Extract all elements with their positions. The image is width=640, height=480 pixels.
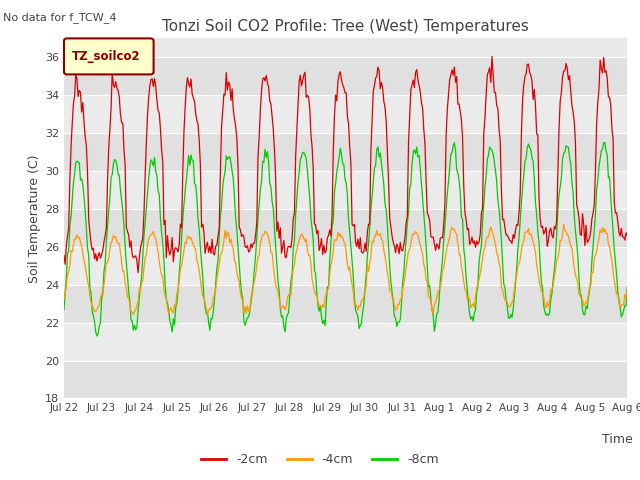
- Bar: [64, 360, 627, 398]
- Bar: [64, 209, 627, 247]
- Bar: [64, 133, 627, 171]
- Text: No data for f_TCW_4: No data for f_TCW_4: [3, 12, 116, 23]
- Bar: [64, 95, 627, 133]
- Text: TZ_soilco2: TZ_soilco2: [72, 50, 141, 63]
- Bar: [64, 247, 627, 285]
- X-axis label: Time: Time: [602, 432, 633, 445]
- Bar: [64, 171, 627, 209]
- Bar: [64, 57, 627, 95]
- Bar: [64, 323, 627, 360]
- Legend: -2cm, -4cm, -8cm: -2cm, -4cm, -8cm: [196, 448, 444, 471]
- Title: Tonzi Soil CO2 Profile: Tree (West) Temperatures: Tonzi Soil CO2 Profile: Tree (West) Temp…: [162, 20, 529, 35]
- Bar: [64, 285, 627, 323]
- Y-axis label: Soil Temperature (C): Soil Temperature (C): [28, 154, 41, 283]
